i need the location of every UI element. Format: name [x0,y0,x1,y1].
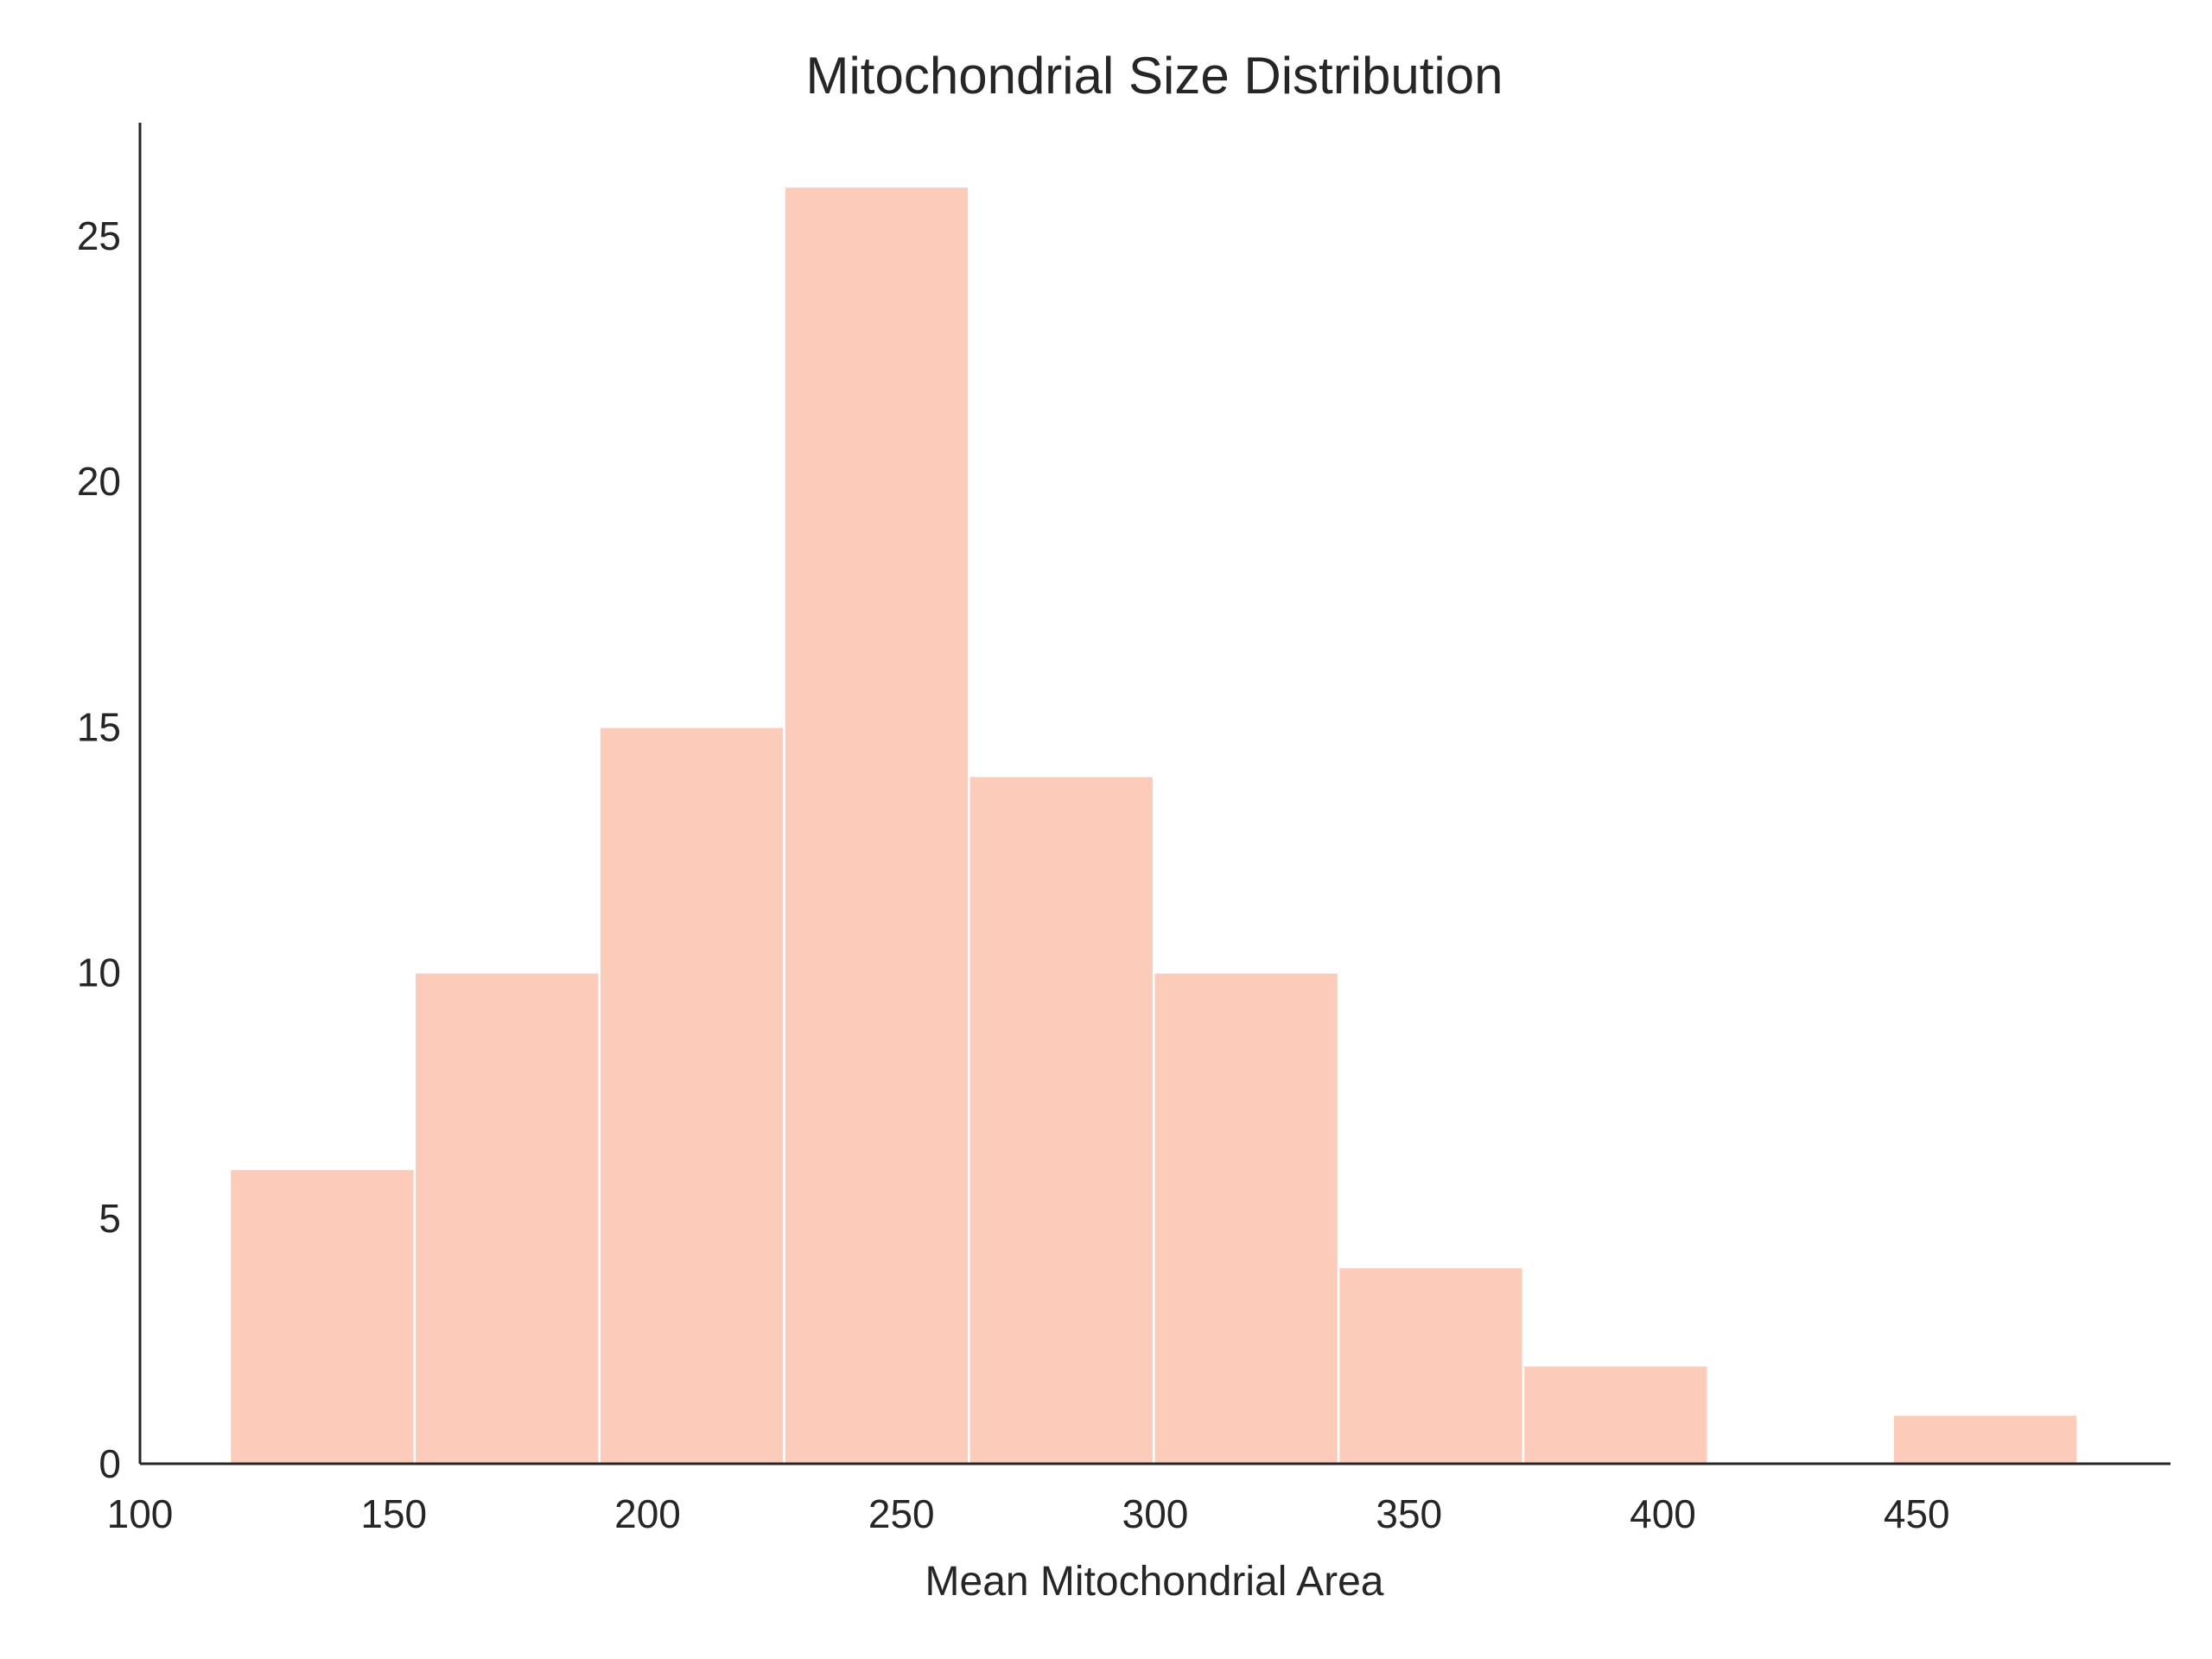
x-axis-label: Mean Mitochondrial Area [925,1559,1384,1605]
histogram-bar [1337,1266,1525,1465]
histogram-bar [783,185,970,1465]
bars-group [228,185,2079,1465]
x-tick-label: 350 [1376,1491,1442,1536]
y-ticks-group: 0 5 10 15 20 25 [77,213,121,1486]
histogram-bar [228,1167,416,1465]
x-tick-label: 250 [868,1491,935,1536]
y-tick-label: 10 [77,950,121,995]
y-tick-label: 0 [99,1441,121,1486]
histogram-bar [598,726,785,1465]
x-tick-label: 100 [107,1491,174,1536]
x-tick-label: 450 [1884,1491,1950,1536]
x-ticks-group: 100 150 200 250 300 350 400 450 [107,1491,1950,1536]
y-tick-label: 5 [99,1196,121,1241]
x-tick-label: 400 [1630,1491,1696,1536]
histogram-bar [413,971,601,1465]
histogram-bar [1891,1413,2079,1465]
y-tick-label: 15 [77,704,121,749]
x-tick-label: 300 [1122,1491,1189,1536]
y-tick-label: 20 [77,459,121,504]
histogram-bar [1522,1364,1710,1465]
chart-title: Mitochondrial Size Distribution [805,47,1503,105]
y-tick-label: 25 [77,213,121,258]
histogram-bar [1152,971,1340,1465]
x-tick-label: 150 [360,1491,427,1536]
histogram-bar [968,774,1155,1465]
x-tick-label: 200 [614,1491,681,1536]
